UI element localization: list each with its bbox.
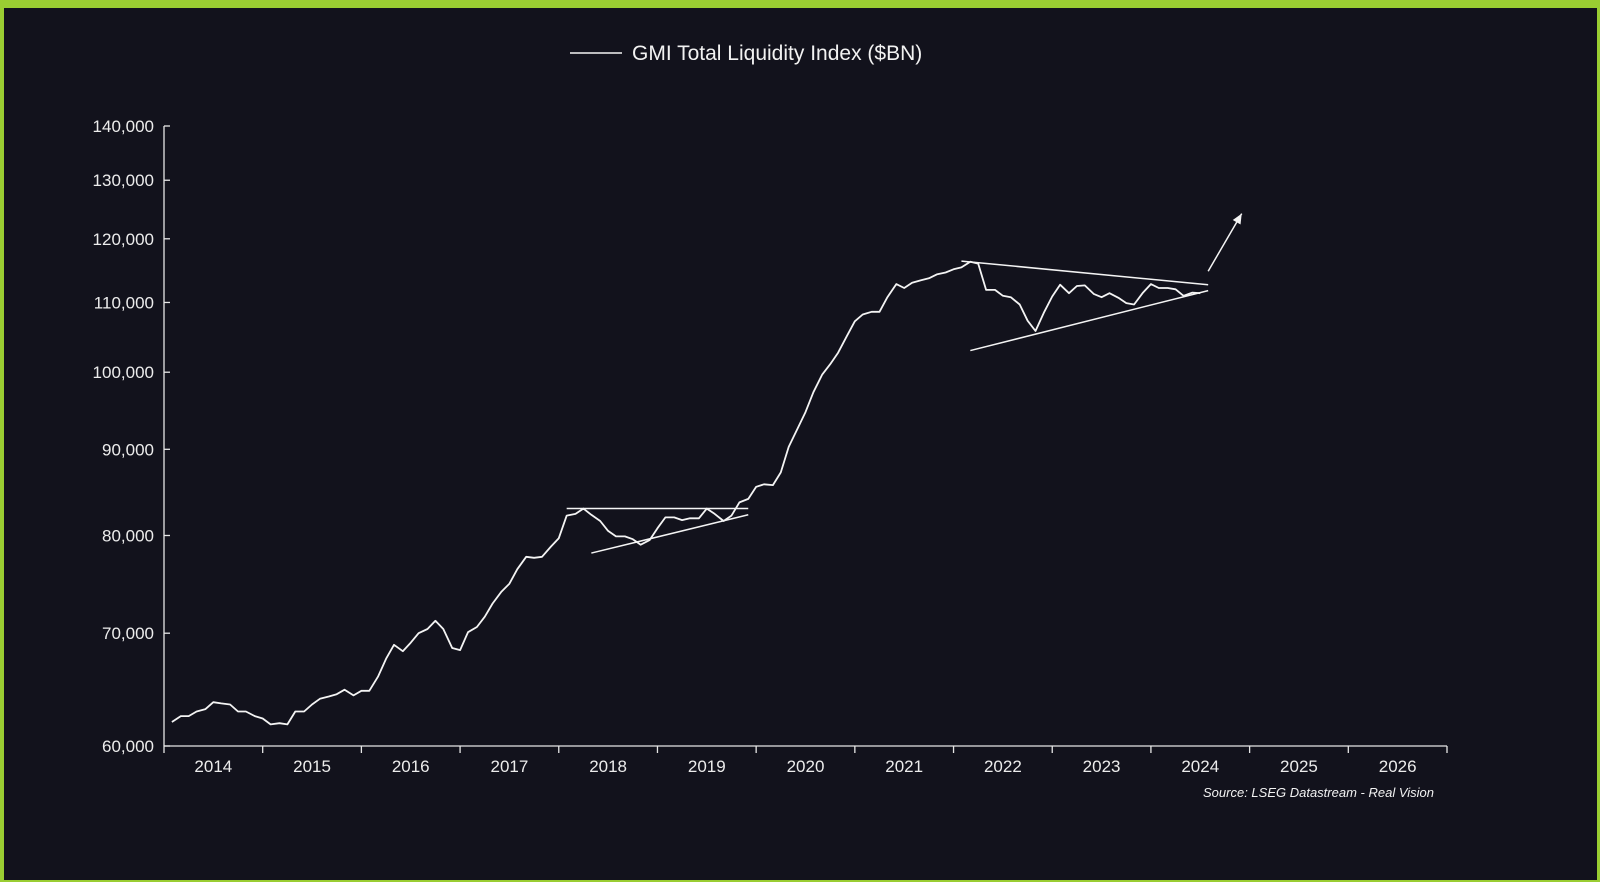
trendline-annotations	[566, 213, 1243, 554]
trendline-breakout-arrow	[1207, 213, 1243, 272]
x-tick-label: 2018	[589, 757, 627, 776]
x-tick-label: 2023	[1083, 757, 1121, 776]
y-tick-label: 100,000	[93, 363, 154, 382]
x-tick-label: 2019	[688, 757, 726, 776]
y-tick-label: 140,000	[93, 117, 154, 136]
x-tick-label: 2025	[1280, 757, 1318, 776]
x-tick-label: 2024	[1181, 757, 1219, 776]
x-tick-label: 2014	[194, 757, 232, 776]
arrowhead	[1232, 213, 1242, 225]
y-axis-ticks: 60,000 70,000 80,000 90,000 100,000 110,000 12…	[93, 117, 170, 756]
x-tick-label: 2026	[1379, 757, 1417, 776]
x-tick-label: 2021	[885, 757, 923, 776]
y-tick-label: 60,000	[102, 737, 154, 756]
y-tick-label: 120,000	[93, 230, 154, 249]
source-note: Source: LSEG Datastream - Real Vision	[1203, 785, 1434, 800]
legend: GMI Total Liquidity Index ($BN)	[570, 42, 922, 65]
y-tick-label: 90,000	[102, 440, 154, 459]
y-tick-label: 130,000	[93, 171, 154, 190]
x-axis-ticks: 2014 2015 2016 2017 2018 2019 2020 2021 2022 2023…	[163, 746, 1448, 776]
trendline-support-2022	[970, 289, 1209, 352]
trendline-resistance-2022	[961, 260, 1209, 286]
x-tick-label: 2022	[984, 757, 1022, 776]
y-tick-label: 70,000	[102, 624, 154, 643]
series-line-gmi-liquidity	[171, 260, 1201, 726]
legend-label: GMI Total Liquidity Index ($BN)	[632, 42, 922, 65]
chart-svg: GMI Total Liquidity Index ($BN) 60,000 70…	[93, 42, 1448, 800]
chart-frame: GMI Total Liquidity Index ($BN) 60,000 70…	[4, 8, 1597, 880]
trendline-support-2018	[591, 514, 749, 554]
x-tick-label: 2015	[293, 757, 331, 776]
x-tick-label: 2020	[787, 757, 825, 776]
y-tick-label: 80,000	[102, 526, 154, 545]
y-tick-label: 110,000	[94, 293, 154, 312]
x-tick-label: 2017	[491, 757, 529, 776]
x-tick-label: 2016	[392, 757, 430, 776]
